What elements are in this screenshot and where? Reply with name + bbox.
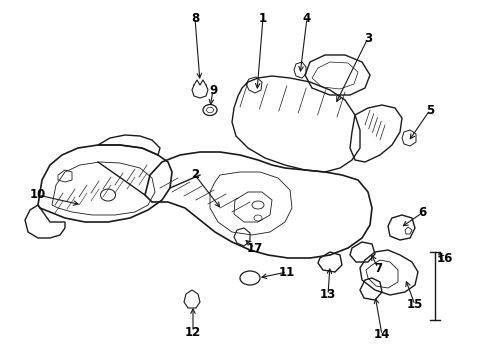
- Text: 12: 12: [185, 325, 201, 338]
- Text: 5: 5: [426, 104, 434, 117]
- Text: 17: 17: [247, 242, 263, 255]
- Text: 13: 13: [320, 288, 336, 302]
- Text: 16: 16: [437, 252, 453, 265]
- Text: 9: 9: [209, 84, 217, 96]
- Text: 6: 6: [418, 207, 426, 220]
- Text: 15: 15: [407, 298, 423, 311]
- Text: 3: 3: [364, 31, 372, 45]
- Text: 1: 1: [259, 12, 267, 24]
- Text: 4: 4: [303, 12, 311, 24]
- Text: 11: 11: [279, 266, 295, 279]
- Text: 14: 14: [374, 328, 390, 342]
- Text: 8: 8: [191, 12, 199, 24]
- Text: 7: 7: [374, 261, 382, 274]
- Text: 2: 2: [191, 168, 199, 181]
- Text: 10: 10: [30, 189, 46, 202]
